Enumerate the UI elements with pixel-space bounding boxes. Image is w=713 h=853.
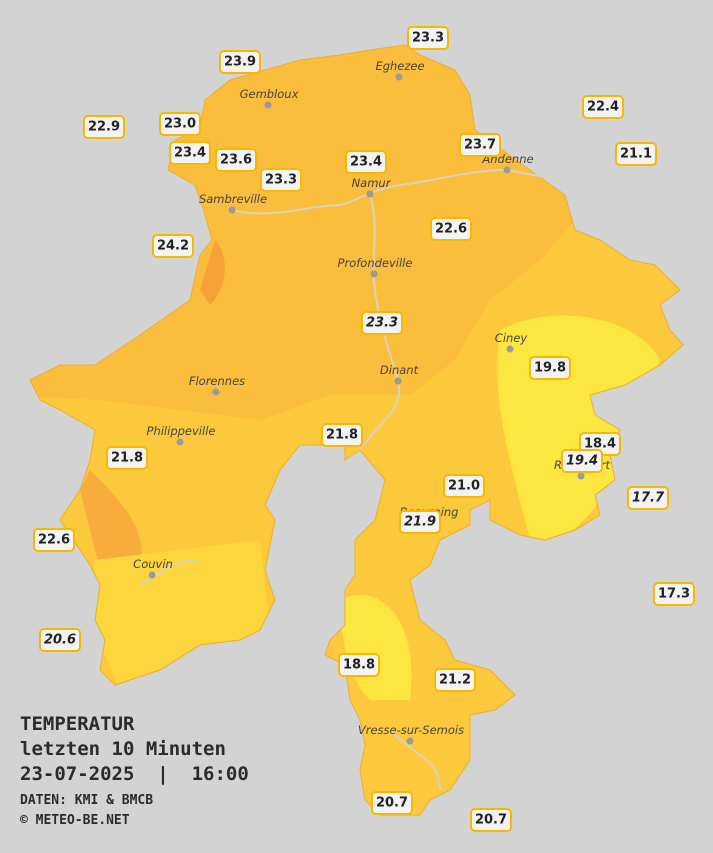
station-temp: 23.3 [366,316,398,331]
station-temp: 21.1 [620,147,652,162]
station-box [407,26,449,50]
station-box [434,668,476,692]
station-box [371,791,413,815]
station-box [561,449,603,473]
legend-period: letzten 10 Minuten [20,738,226,760]
station-temp: 22.6 [38,533,70,548]
place-name: Ciney [495,331,528,345]
station-box [39,628,81,652]
station-box [345,150,387,174]
station-temp: 21.8 [111,451,143,466]
place-name: Eghezee [375,59,424,73]
place-dot [503,166,511,174]
station-temp: 17.3 [658,587,690,602]
place-name: Namur [352,176,392,190]
place-dot [176,438,184,446]
station-temp: 23.6 [220,153,252,168]
station-temp: 18.8 [343,658,375,673]
station-temp: 20.7 [376,796,408,811]
place-name: Profondeville [338,256,413,270]
station-box [152,234,194,258]
station-box [443,474,485,498]
legend-source: DATEN: KMI & BMCB [20,793,153,808]
station-temp: 22.4 [587,100,619,115]
station-box [361,311,403,335]
station-box [430,217,472,241]
station-temp: 23.4 [174,146,206,161]
station-temp: 23.3 [265,173,297,188]
station-box [33,528,75,552]
place-dot [577,472,585,480]
place-dot [406,737,414,745]
station-box [582,95,624,119]
station-box [529,356,571,380]
station-temp: 22.9 [88,120,120,135]
station-temp: 23.9 [224,55,256,70]
station-temp: 21.9 [404,515,436,530]
place-name: Sambreville [199,192,267,206]
station-temp: 23.3 [412,31,444,46]
station-box [159,112,201,136]
station-box [106,446,148,470]
station-box [470,808,512,832]
legend: TEMPERATUR letzten 10 Minuten 23-07-2025… [20,713,249,828]
station-temp: 19.4 [566,454,598,469]
place-dot [366,190,374,198]
station-temp: 24.2 [157,239,189,254]
station-temp: 21.2 [439,673,471,688]
station-temp: 17.7 [632,491,665,506]
station-temp: 23.7 [464,138,496,153]
station-box [260,168,302,192]
station-temp: 20.7 [475,813,507,828]
place-dot [394,377,402,385]
place-dot [264,101,272,109]
place-name: Gembloux [240,87,299,101]
station-temp: 22.6 [435,222,467,237]
place-dot [395,73,403,81]
station-box [169,141,211,165]
station-temp: 18.4 [584,437,616,452]
legend-title: TEMPERATUR [20,713,135,735]
station-temp: 20.6 [44,633,76,648]
station-box [627,486,669,510]
station-box [459,133,501,157]
place-dot [148,571,156,579]
place-dot [228,206,236,214]
station-temp: 23.4 [350,155,382,170]
station-box [83,115,125,139]
station-temp: 21.8 [326,428,358,443]
station-temp: 23.0 [164,117,196,132]
station-box [219,50,261,74]
place-dot [212,388,220,396]
place-name: Philippeville [147,424,216,438]
place-name: Vresse-sur-Semois [358,723,464,737]
station-box [321,423,363,447]
place-name: Dinant [380,363,419,377]
station-box [215,148,257,172]
station-box [399,510,441,534]
place-name: Florennes [189,374,245,388]
place-dot [370,270,378,278]
station-temp: 19.8 [534,361,566,376]
place-dot [506,345,514,353]
station-box [615,142,657,166]
place-name: Couvin [133,557,173,571]
station-box [653,582,695,606]
legend-copyright: © METEO-BE.NET [20,813,130,828]
station-box [338,653,380,677]
legend-datetime: 23-07-2025 | 16:00 [20,763,249,785]
station-temp: 21.0 [448,479,480,494]
